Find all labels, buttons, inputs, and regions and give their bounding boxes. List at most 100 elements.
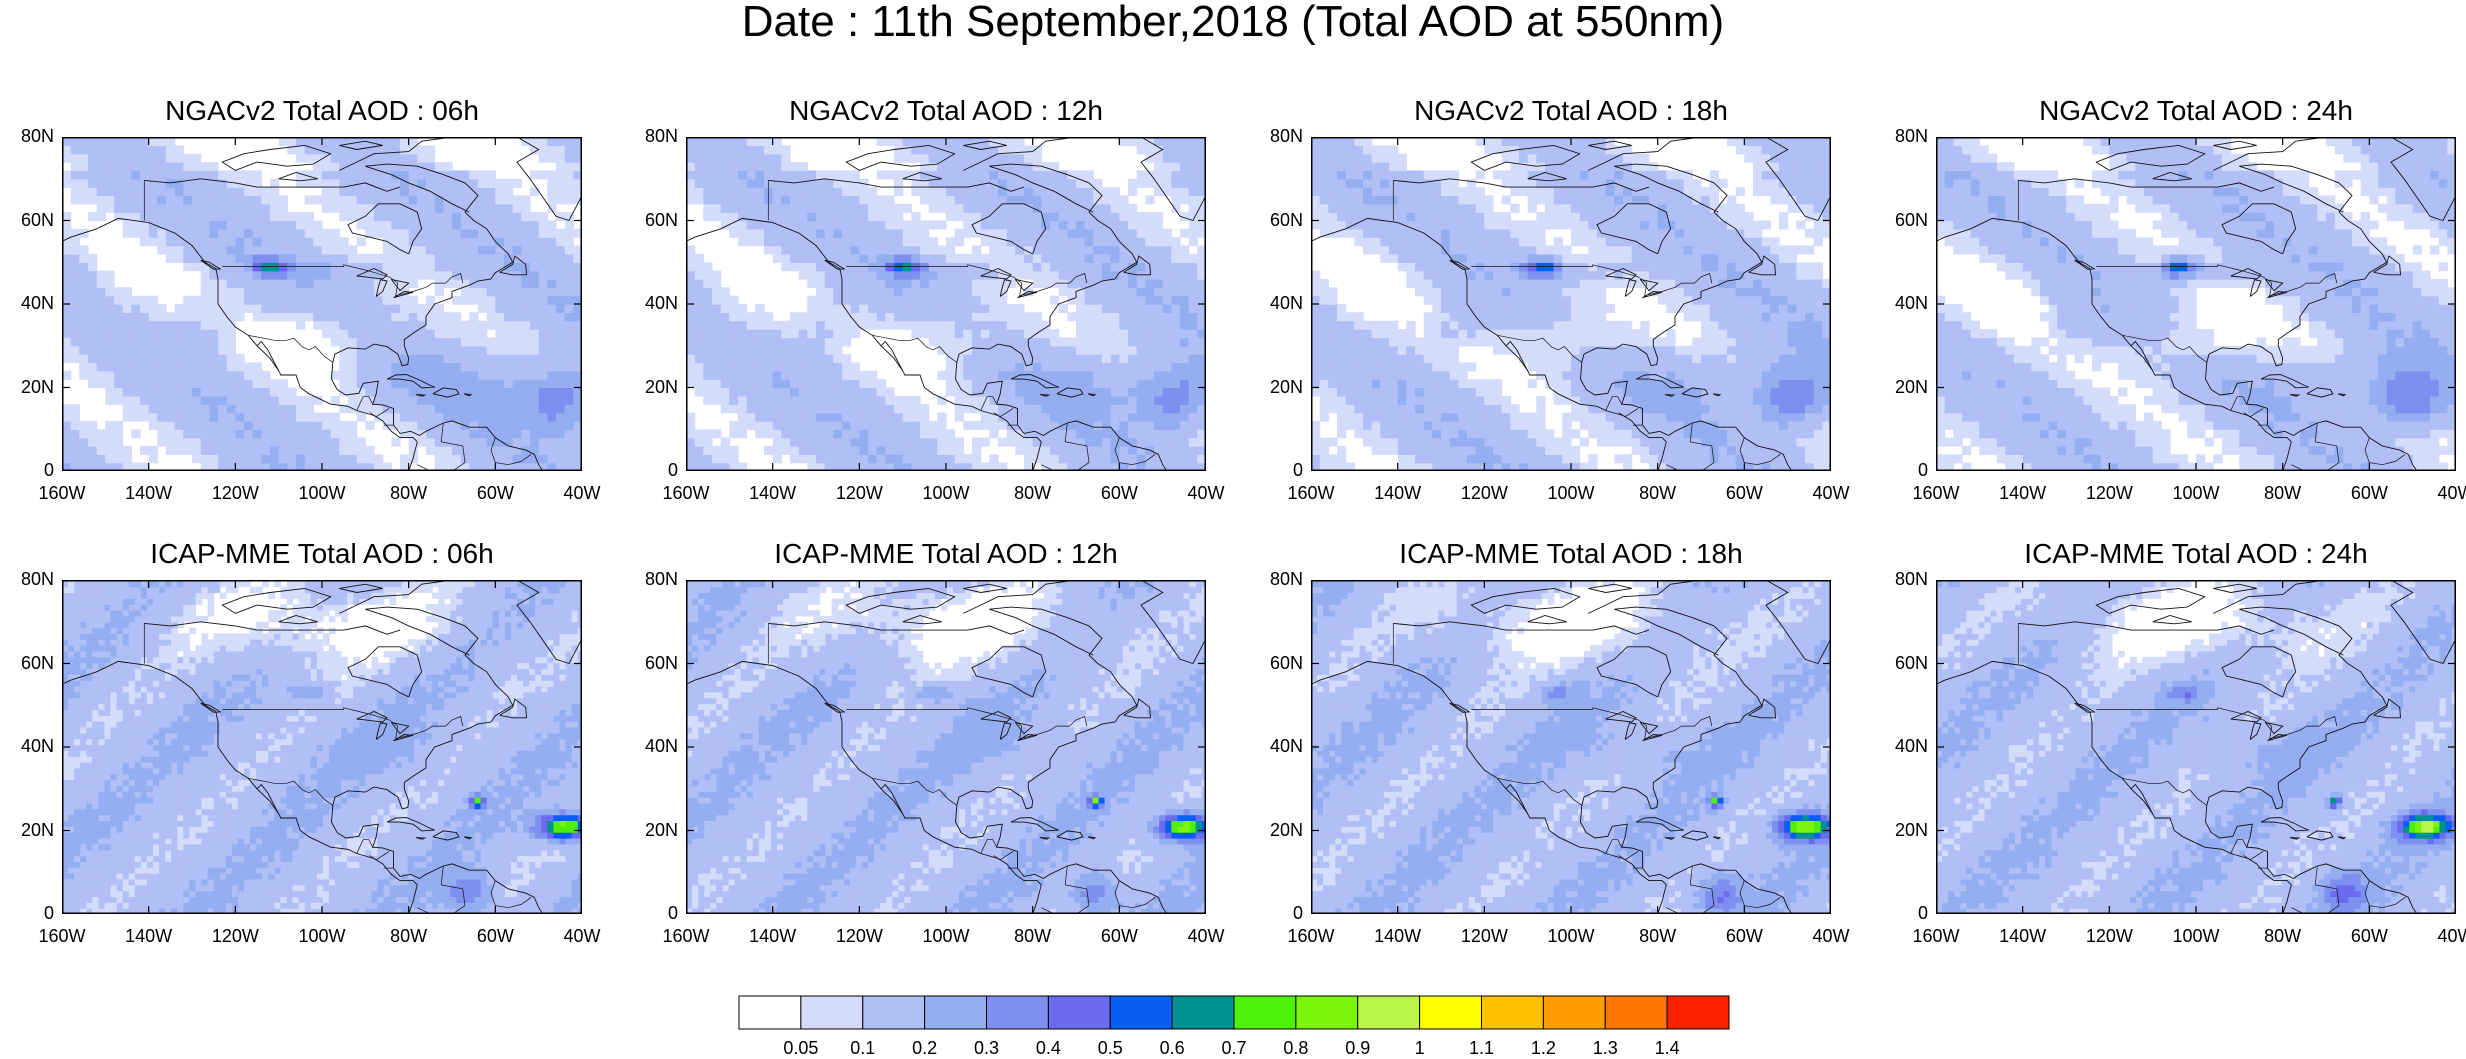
x-tick-label: 80W: [1628, 926, 1688, 947]
y-tick-label: 80N: [0, 126, 54, 147]
y-tick-label: 20N: [1874, 377, 1928, 398]
y-tick-label: 60N: [1249, 210, 1303, 231]
x-tick-label: 120W: [2079, 483, 2139, 504]
x-tick-label: 100W: [916, 483, 976, 504]
x-tick-label: 80W: [2253, 926, 2313, 947]
x-tick-label: 60W: [2339, 483, 2399, 504]
x-tick-label: 120W: [1454, 483, 1514, 504]
y-tick-label: 40N: [624, 293, 678, 314]
y-tick-label: 80N: [624, 126, 678, 147]
x-tick-label: 80W: [1628, 483, 1688, 504]
x-tick-label: 40W: [552, 926, 612, 947]
y-tick-label: 40N: [1249, 293, 1303, 314]
y-tick-label: 40N: [1874, 736, 1928, 757]
y-tick-label: 40N: [0, 736, 54, 757]
colorbar-box: [1172, 996, 1234, 1029]
x-tick-label: 40W: [552, 483, 612, 504]
panel-title: ICAP-MME Total AOD : 24h: [1896, 538, 2466, 570]
aod-map-panel: [62, 137, 582, 471]
x-tick-label: 80W: [2253, 483, 2313, 504]
y-tick-label: 20N: [1874, 820, 1928, 841]
colorbar-box: [925, 996, 987, 1029]
aod-map-panel: [686, 580, 1206, 914]
y-tick-label: 40N: [1874, 293, 1928, 314]
y-tick-label: 0: [1874, 460, 1928, 481]
colorbar-box: [1048, 996, 1110, 1029]
x-tick-label: 120W: [829, 926, 889, 947]
colorbar-box: [1296, 996, 1358, 1029]
x-tick-label: 140W: [119, 483, 179, 504]
y-tick-label: 40N: [0, 293, 54, 314]
y-tick-label: 80N: [1249, 126, 1303, 147]
x-tick-label: 120W: [829, 483, 889, 504]
colorbar-box: [1605, 996, 1667, 1029]
x-tick-label: 100W: [292, 926, 352, 947]
aod-map-panel: [1311, 580, 1831, 914]
y-tick-label: 0: [624, 460, 678, 481]
x-tick-label: 80W: [1003, 926, 1063, 947]
x-tick-label: 160W: [1906, 483, 1966, 504]
colorbar-box: [1420, 996, 1482, 1029]
x-tick-label: 40W: [1176, 483, 1236, 504]
x-tick-label: 40W: [1801, 926, 1861, 947]
panel-title: ICAP-MME Total AOD : 12h: [646, 538, 1246, 570]
aod-map-panel: [1936, 137, 2456, 471]
x-tick-label: 160W: [656, 926, 716, 947]
x-tick-label: 60W: [1089, 926, 1149, 947]
x-tick-label: 100W: [1541, 483, 1601, 504]
panel-title: ICAP-MME Total AOD : 18h: [1271, 538, 1871, 570]
x-tick-label: 80W: [379, 926, 439, 947]
x-tick-label: 40W: [1801, 483, 1861, 504]
y-tick-label: 60N: [0, 210, 54, 231]
colorbar-box: [1543, 996, 1605, 1029]
x-tick-label: 100W: [916, 926, 976, 947]
colorbar-boxes: [738, 995, 1730, 1030]
x-tick-label: 140W: [119, 926, 179, 947]
x-tick-label: 160W: [656, 483, 716, 504]
x-tick-label: 100W: [292, 483, 352, 504]
colorbar-box: [863, 996, 925, 1029]
x-tick-label: 120W: [205, 926, 265, 947]
x-tick-label: 100W: [2166, 483, 2226, 504]
colorbar-box: [1234, 996, 1296, 1029]
y-tick-label: 60N: [624, 210, 678, 231]
x-tick-label: 160W: [1281, 483, 1341, 504]
y-tick-label: 20N: [624, 377, 678, 398]
x-tick-label: 140W: [1368, 926, 1428, 947]
y-tick-label: 40N: [1249, 736, 1303, 757]
y-tick-label: 20N: [0, 820, 54, 841]
y-tick-label: 60N: [1874, 653, 1928, 674]
x-tick-label: 60W: [465, 483, 525, 504]
x-tick-label: 140W: [1368, 483, 1428, 504]
x-tick-label: 160W: [1906, 926, 1966, 947]
panel-title: NGACv2 Total AOD : 24h: [1896, 95, 2466, 127]
y-tick-label: 0: [1249, 460, 1303, 481]
aod-map-panel: [686, 137, 1206, 471]
x-tick-label: 100W: [2166, 926, 2226, 947]
colorbar-box: [1482, 996, 1544, 1029]
x-tick-label: 140W: [1993, 926, 2053, 947]
y-tick-label: 20N: [624, 820, 678, 841]
y-tick-label: 0: [1249, 903, 1303, 924]
colorbar-box: [801, 996, 863, 1029]
y-tick-label: 40N: [624, 736, 678, 757]
x-tick-label: 140W: [743, 926, 803, 947]
y-tick-label: 60N: [1249, 653, 1303, 674]
aod-map-panel: [62, 580, 582, 914]
y-tick-label: 80N: [1249, 569, 1303, 590]
x-tick-label: 120W: [2079, 926, 2139, 947]
x-tick-label: 80W: [379, 483, 439, 504]
y-tick-label: 0: [0, 903, 54, 924]
figure-title: Date : 11th September,2018 (Total AOD at…: [0, 0, 2466, 44]
y-tick-label: 20N: [1249, 820, 1303, 841]
x-tick-label: 160W: [32, 926, 92, 947]
y-tick-label: 80N: [0, 569, 54, 590]
aod-map-panel: [1311, 137, 1831, 471]
x-tick-label: 80W: [1003, 483, 1063, 504]
x-tick-label: 60W: [465, 926, 525, 947]
x-tick-label: 40W: [1176, 926, 1236, 947]
panel-title: NGACv2 Total AOD : 18h: [1271, 95, 1871, 127]
y-tick-label: 0: [1874, 903, 1928, 924]
x-tick-label: 40W: [2426, 483, 2466, 504]
x-tick-label: 60W: [1714, 926, 1774, 947]
